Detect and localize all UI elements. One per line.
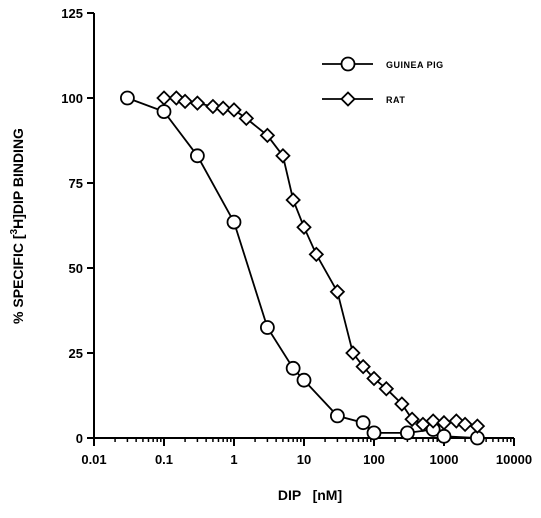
x-axis-title: DIP [nM]	[278, 487, 342, 503]
data-point	[469, 418, 486, 434]
series-rat	[156, 90, 486, 434]
data-point	[205, 98, 221, 115]
data-point	[329, 408, 345, 424]
data-point	[156, 90, 172, 106]
y-tick-label: 0	[76, 431, 83, 446]
x-tick-label: 0.1	[155, 452, 173, 467]
x-tick-label: 10	[297, 452, 311, 467]
x-tick-label: 100	[363, 452, 385, 467]
x-tick-label: 1000	[430, 452, 459, 467]
data-point	[296, 219, 312, 235]
data-point	[308, 246, 325, 263]
data-point	[259, 320, 275, 335]
series-line	[164, 97, 478, 427]
y-tick-label: 100	[61, 91, 83, 106]
y-tick-label: 50	[69, 261, 83, 276]
data-point	[215, 100, 231, 116]
data-point	[436, 414, 452, 431]
legend-label: GUINEA PIG	[386, 60, 444, 70]
data-point	[378, 380, 395, 397]
x-tick-label: 0.01	[81, 452, 106, 467]
data-point	[285, 360, 301, 376]
data-point	[156, 104, 172, 119]
data-point	[457, 416, 473, 433]
data-point	[345, 345, 361, 361]
data-point	[404, 411, 420, 428]
data-point	[177, 93, 193, 110]
data-point	[329, 284, 346, 300]
legend-marker-circle	[340, 56, 356, 72]
data-point	[425, 413, 441, 429]
data-point	[238, 110, 255, 127]
data-point	[259, 127, 276, 144]
data-point	[285, 192, 301, 208]
data-point	[275, 148, 291, 164]
data-point	[189, 95, 206, 111]
y-tick-label: 25	[69, 346, 83, 361]
y-tick-label: 75	[69, 176, 83, 191]
x-tick-label: 1	[230, 452, 237, 467]
data-point	[355, 358, 371, 375]
x-tick-label: 10000	[496, 452, 532, 467]
data-point	[189, 148, 205, 164]
data-point	[366, 370, 382, 387]
ticks: 0 25 50 75 100 125 0.01 0.1 1 10 100 1000 10000	[61, 6, 532, 467]
series	[119, 90, 486, 446]
series-guinea-pig	[119, 90, 485, 446]
data-point	[226, 214, 242, 230]
legend-label: RAT	[386, 95, 405, 105]
data-point	[399, 425, 415, 441]
y-tick-label: 125	[61, 6, 83, 21]
data-point	[366, 425, 382, 441]
legend: GUINEA PIG RAT	[322, 56, 444, 107]
data-point	[119, 90, 135, 106]
data-point	[226, 102, 242, 118]
data-point	[436, 428, 452, 444]
data-point	[355, 415, 371, 431]
y-axis-title: % SPECIFIC [3H]DIP BINDING	[9, 128, 26, 324]
legend-marker-diamond	[340, 91, 356, 107]
data-point	[394, 396, 410, 412]
data-point	[296, 372, 312, 388]
